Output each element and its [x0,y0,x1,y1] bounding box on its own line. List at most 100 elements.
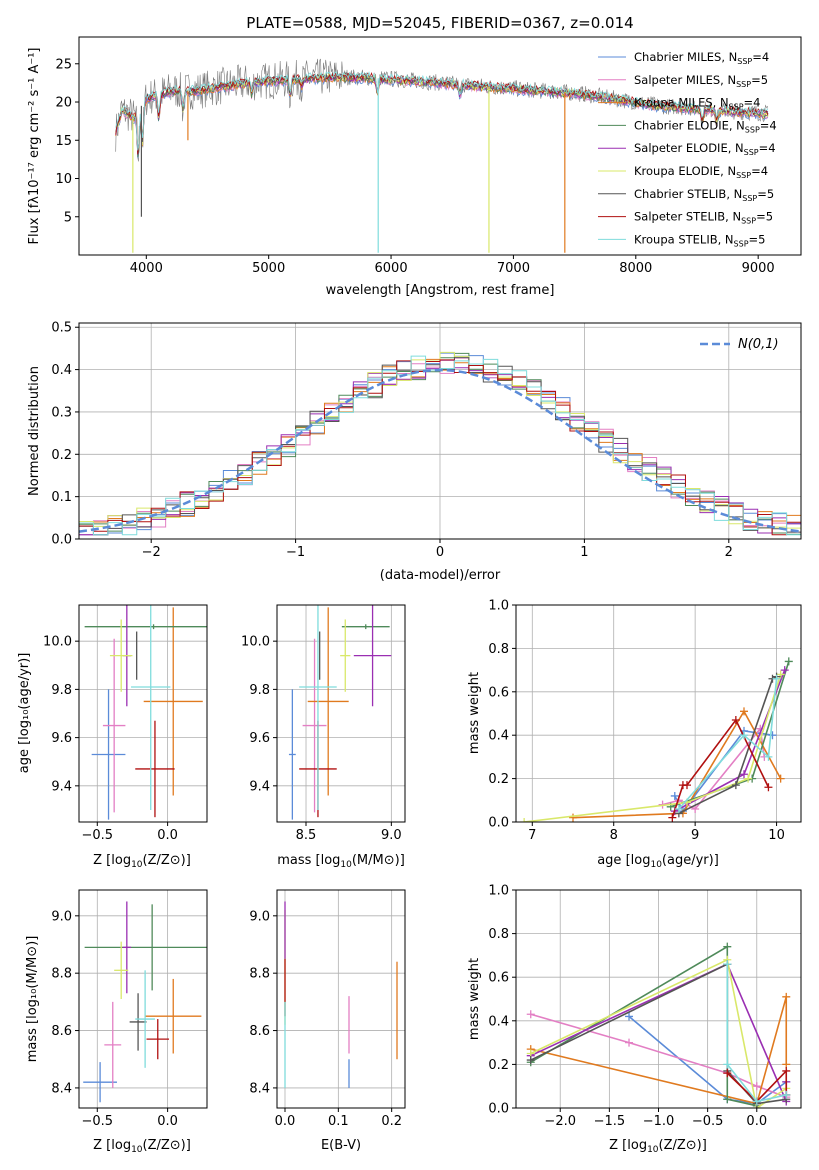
data-point-marker [723,1060,732,1069]
plot-area [115,58,769,253]
x-axis-label: E(B-V) [321,1138,361,1153]
y-tick-label: 10.0 [43,635,72,650]
data-point-marker [723,960,732,969]
y-tick-label: 10.0 [241,635,270,650]
data-point-marker [740,707,748,716]
x-axis-label: Z [log10(Z/Z⊙)] [93,1138,191,1155]
axes-frame [78,889,208,1109]
legend: Chabrier MILES, NSSP=4 Salpeter MILES, NS… [598,50,777,248]
y-axis-label: age [log₁₀(age/yr)] [17,653,32,774]
data-point-marker [674,804,683,813]
y-tick-label: 9.6 [249,731,270,746]
data-point-marker [670,791,679,800]
weight-vs-age-panel: 7 8 9 10 0.0 0.2 0.4 0.6 0.8 1.0 age [log10(age/yr… [467,599,802,870]
legend-label: Salpeter STELIB, NSSP=5 [634,210,773,226]
y-tick-label: 0.2 [488,1058,509,1073]
y-axis-label: mass weight [467,672,482,754]
data-point-marker [723,1069,732,1078]
y-tick-label: 25 [55,57,72,72]
x-tick-label: 6000 [375,261,408,276]
data-point-marker [780,666,789,675]
x-tick-label: −2 [142,545,161,560]
data-point-marker [784,657,793,666]
x-axis-label: age [log10(age/yr)] [597,853,719,870]
series-line [524,674,782,822]
legend-label: Kroupa ELODIE, NSSP=4 [634,164,768,180]
y-tick-label: 0.2 [51,448,72,463]
x-tick-label: −1 [286,545,305,560]
data-point-marker [731,716,740,725]
plot-area [284,901,398,1088]
x-tick-label: 0.1 [328,1114,349,1129]
legend-label: Chabrier STELIB, NSSP=5 [634,187,774,203]
data-point-marker [683,781,691,790]
x-tick-label: 9 [691,828,699,843]
y-tick-label: 10 [55,172,72,187]
y-tick-label: 0.2 [488,772,509,787]
y-tick-label: 9.0 [51,909,72,924]
residual-histogram-panel: −2 −1 0 1 2 0.0 0.1 0.2 0.3 0.4 0.5 N(0,1) (data-mod… [27,321,802,583]
x-axis-label: Z [log10(Z/Z⊙)] [93,853,191,870]
x-tick-label: 9000 [742,261,775,276]
data-point-marker [526,1056,535,1065]
y-tick-label: 0.5 [51,321,72,336]
y-tick-label: 9.0 [249,909,270,924]
data-point-marker [668,813,677,822]
data-point-marker [625,1038,634,1047]
data-point-marker [740,770,748,779]
data-point-marker [768,731,777,740]
spectrum-panel: 4000 5000 6000 7000 8000 9000 5 10 15 20 25 wavelen… [27,36,802,298]
x-tick-label: −1.5 [594,1114,626,1129]
x-tick-label: 8 [610,828,618,843]
y-tick-label: 9.8 [51,683,72,698]
data-point-marker [723,1095,732,1104]
legend-label: Chabrier MILES, NSSP=4 [634,50,769,66]
y-tick-label: 0.1 [51,490,72,505]
axes-frame [276,604,406,823]
x-tick-label: −0.5 [81,1114,113,1129]
axes-frame [78,604,208,823]
y-tick-label: 15 [55,134,72,149]
series-line [726,1068,788,1103]
y-axis-label: Normed distribution [27,366,42,496]
age-vs-metallicity-panel: −0.5 0.0 9.4 9.6 9.8 10.0 Z [log10(Z/Z⊙)] age [… [17,604,208,870]
x-tick-label: 0.0 [157,1114,178,1129]
x-tick-label: 7000 [497,261,530,276]
y-tick-label: 8.6 [249,1024,270,1039]
mass-vs-metallicity-panel: −0.5 0.0 8.4 8.6 8.8 9.0 Z [log10(Z/Z⊙)] mass [… [25,889,208,1155]
legend-label-normal: N(0,1) [738,337,779,352]
normal-curve [79,368,801,533]
plot-area [84,605,207,820]
data-point-marker [782,1090,791,1099]
weight-vs-metallicity-panel: −2.0 −1.5 −1.0 −0.5 0.0 0.0 0.2 0.4 0.6 0.8 1.0 Z [… [467,884,802,1155]
x-tick-label: 0.0 [157,828,178,843]
y-tick-label: 8.8 [51,967,72,982]
y-tick-label: 8.6 [51,1024,72,1039]
y-tick-label: 5 [64,210,72,225]
y-tick-label: 9.8 [249,683,270,698]
data-point-marker [731,781,740,790]
data-point-marker [752,1082,761,1091]
data-point-marker [752,1097,761,1106]
series-line [674,729,773,813]
legend-label: Salpeter ELODIE, NSSP=4 [634,141,776,157]
y-tick-label: 0.0 [51,533,72,548]
plot-area [288,605,392,820]
y-axis-label: mass [log₁₀(M/M⊙)] [25,936,40,1063]
data-point-marker [772,674,781,683]
y-tick-label: 0.6 [488,685,509,700]
x-tick-label: 8.5 [296,828,317,843]
x-tick-label: 1 [580,545,588,560]
y-tick-label: 1.0 [488,884,509,899]
x-tick-label: 4000 [130,261,163,276]
x-tick-label: 0.0 [275,1114,296,1129]
series-line [530,996,788,1105]
y-axis-label: mass weight [467,958,482,1040]
data-point-marker [744,774,753,783]
axes-frame [515,604,802,823]
series-line [726,964,787,1103]
data-point-marker [526,1010,535,1019]
series-line [530,945,757,1107]
y-tick-label: 1.0 [488,599,509,614]
x-axis-label: wavelength [Angstrom, rest frame] [326,283,555,298]
